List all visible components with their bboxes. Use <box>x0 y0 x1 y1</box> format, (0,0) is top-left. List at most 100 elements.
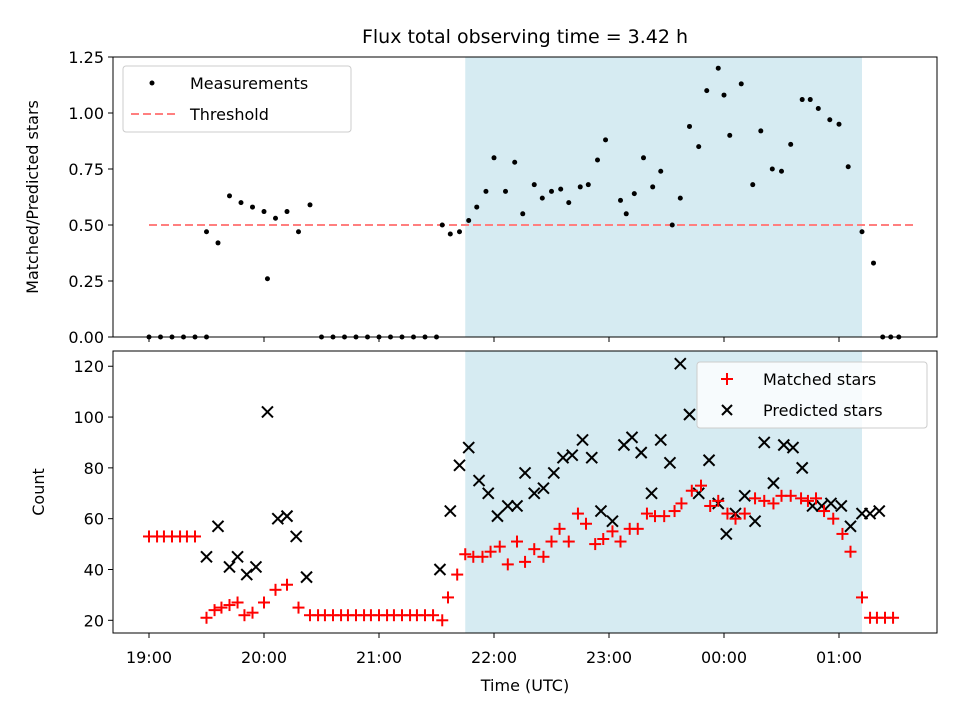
matched-stars-point <box>519 555 532 568</box>
predicted-stars-point <box>289 530 303 543</box>
matched-stars-point <box>712 494 725 507</box>
predicted-stars-point <box>518 466 532 480</box>
matched-stars-point <box>246 606 259 619</box>
measurement-point <box>788 141 794 147</box>
predicted-stars-point <box>663 456 677 469</box>
measurement-point <box>296 229 301 235</box>
legend-matched-marker <box>721 373 733 385</box>
predicted-stars-point <box>444 504 457 518</box>
measurement-point <box>238 200 244 206</box>
matched-stars-point <box>208 604 221 617</box>
predicted-stars-point <box>223 560 236 574</box>
measurement-point <box>715 65 721 71</box>
measurement-point <box>474 204 480 210</box>
bottom-plot-data <box>143 357 900 627</box>
measurement-point <box>871 260 876 266</box>
matched-stars-point <box>427 609 440 622</box>
bottom-y-tick-label: 20 <box>84 611 104 630</box>
predicted-stars-point <box>645 487 658 500</box>
bottom-x-ticks: 19:00 20:00 21:00 22:00 23:00 00:00 01:00 <box>126 633 862 667</box>
predicted-stars-point <box>606 515 619 528</box>
matched-stars-point <box>580 517 592 530</box>
top-x-ticks <box>148 337 840 342</box>
predicted-stars-point <box>501 499 515 513</box>
measurement-point <box>466 218 472 224</box>
predicted-stars-point <box>692 487 705 500</box>
predicted-stars-point <box>300 570 313 584</box>
predicted-stars-point <box>795 461 809 475</box>
measurement-point <box>738 81 744 87</box>
matched-stars-point <box>784 489 797 502</box>
measurement-point <box>503 188 508 194</box>
matched-stars-point <box>738 507 751 520</box>
matched-stars-point <box>704 499 717 512</box>
predicted-stars-point <box>625 431 639 444</box>
measurement-point <box>307 202 313 208</box>
bottom-y-ticks: 20 40 60 80 100 120 <box>73 357 113 630</box>
matched-stars-point <box>528 543 541 556</box>
bottom-y-axis-label: Count <box>29 468 48 516</box>
predicted-stars-point <box>271 512 285 525</box>
matched-stars-point <box>553 522 566 535</box>
matched-stars-point <box>476 550 489 563</box>
measurement-point <box>658 168 664 174</box>
predicted-stars-point <box>824 497 838 510</box>
matched-stars-point <box>501 558 514 571</box>
bottom-x-tick-label: 19:00 <box>126 648 172 667</box>
predicted-stars-point <box>585 451 598 464</box>
bottom-y-tick-label: 60 <box>84 510 104 529</box>
measurement-point <box>539 195 545 201</box>
bottom-legend-box <box>696 361 928 429</box>
top-subplot: 0.00 0.25 0.50 0.75 1.00 1.25 Matched/Predict… <box>23 48 938 347</box>
bottom-x-tick-label: 01:00 <box>816 648 862 667</box>
matched-stars-point <box>200 611 213 624</box>
predicted-stars-point <box>594 504 608 518</box>
predicted-stars-point <box>200 550 213 563</box>
bottom-x-tick-label: 22:00 <box>471 648 517 667</box>
measurement-point <box>687 123 692 129</box>
top-observing-window-shade <box>465 57 862 337</box>
predicted-stars-point <box>433 563 447 576</box>
measurement-point <box>769 166 775 172</box>
bottom-y-tick-label: 120 <box>73 357 104 376</box>
measurement-point <box>827 117 833 123</box>
top-y-ticks: 0.00 0.25 0.50 0.75 1.00 1.25 <box>68 48 113 347</box>
measurement-point <box>447 231 453 237</box>
measurement-point <box>439 222 445 228</box>
top-y-tick-label: 0.75 <box>68 160 104 179</box>
predicted-stars-point <box>738 489 751 503</box>
top-y-tick-label: 1.25 <box>68 48 104 67</box>
legend-matched-label: Matched stars <box>763 370 876 389</box>
matched-stars-point <box>818 505 831 518</box>
matched-stars-point <box>215 601 228 614</box>
measurement-point <box>845 164 851 170</box>
legend-measurements-marker <box>149 80 155 86</box>
matched-stars-point <box>562 535 575 548</box>
chart-title: Flux total observing time = 3.42 h <box>362 26 688 48</box>
bottom-axes-frame <box>112 350 938 634</box>
predicted-stars-point <box>777 438 791 452</box>
legend-threshold-label: Threshold <box>189 105 269 124</box>
measurement-point <box>204 229 209 235</box>
measurement-point <box>566 200 572 206</box>
top-y-tick-label: 1.00 <box>68 104 104 123</box>
measurement-point <box>618 197 623 203</box>
predicted-stars-point <box>510 499 524 513</box>
measurement-point <box>595 157 600 163</box>
matched-stars-point <box>459 548 472 561</box>
measurement-point <box>631 191 637 197</box>
predicted-stars-point <box>758 436 771 449</box>
matched-stars-point <box>484 545 497 558</box>
matched-stars-point <box>640 507 653 520</box>
matched-stars-point <box>695 479 707 492</box>
matched-stars-point <box>721 507 734 520</box>
predicted-stars-point <box>491 509 504 523</box>
predicted-stars-point <box>240 568 253 581</box>
matched-stars-point <box>597 533 610 545</box>
matched-stars-point <box>223 599 236 612</box>
predicted-stars-point <box>547 466 561 480</box>
matched-stars-point <box>571 507 584 520</box>
measurement-point <box>227 193 232 199</box>
matched-stars-point <box>537 550 550 563</box>
measurement-point <box>836 121 842 127</box>
